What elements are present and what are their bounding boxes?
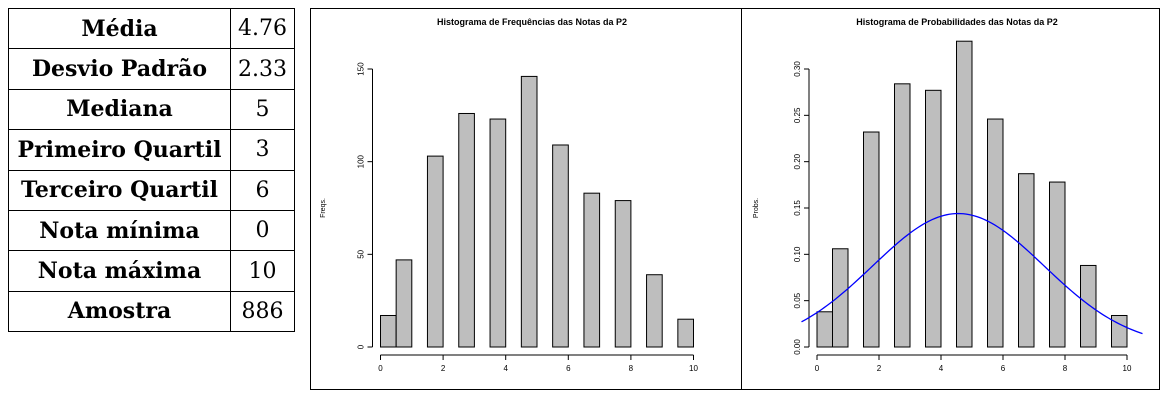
histogram-bar <box>1080 264 1097 348</box>
x-tick-label: 0 <box>378 364 383 373</box>
y-tick-label: 0.10 <box>793 246 802 262</box>
x-tick-label: 10 <box>689 364 698 373</box>
probability-histogram: Histograma de Probabilidades das Notas d… <box>753 17 1143 373</box>
histogram-bar <box>863 131 880 348</box>
stats-row-value: 6 <box>230 169 295 211</box>
y-tick-label: 0.20 <box>793 153 802 169</box>
stats-row-value: 0 <box>230 209 295 252</box>
stats-row-value: 886 <box>230 290 295 333</box>
stats-row: Terceiro Quartil 6 <box>8 169 295 211</box>
stats-row-label: Nota mínima <box>8 209 231 252</box>
histogram-bar <box>816 311 833 348</box>
histogram-bar <box>677 318 695 348</box>
stats-row-value: 4.76 <box>230 7 295 50</box>
stats-row-label: Desvio Padrão <box>8 48 231 90</box>
stats-row: Primeiro Quartil 3 <box>8 129 295 171</box>
histogram-bar <box>395 259 413 348</box>
histogram-bar <box>987 118 1004 348</box>
stats-row: Amostra 886 <box>8 290 295 333</box>
chart-title: Histograma de Frequências das Notas da P… <box>437 17 627 27</box>
stats-row-label: Primeiro Quartil <box>8 129 231 171</box>
stats-row: Mediana 5 <box>8 88 295 131</box>
x-tick-label: 2 <box>877 364 882 373</box>
frequency-histogram: Histograma de Frequências das Notas da P… <box>320 17 698 373</box>
stats-row-label: Amostra <box>8 290 231 333</box>
histogram-bar <box>583 192 601 348</box>
stats-row-label: Mediana <box>8 88 231 131</box>
y-axis-label: Probs. <box>753 198 760 218</box>
x-tick-label: 0 <box>815 364 820 373</box>
histogram-bar <box>956 40 973 348</box>
histogram-bar <box>426 155 444 348</box>
x-tick-label: 8 <box>629 364 634 373</box>
x-tick-label: 4 <box>939 364 944 373</box>
stats-row-label: Média <box>8 7 231 50</box>
x-tick-label: 6 <box>566 364 571 373</box>
y-tick-label: 0.30 <box>793 61 802 77</box>
stats-row-label: Nota máxima <box>8 250 231 292</box>
histogram-bar <box>614 200 632 348</box>
histogram-bar <box>832 248 849 348</box>
y-tick-label: 0 <box>357 344 366 349</box>
histogram-bar <box>520 75 538 348</box>
y-tick-label: 0.25 <box>793 107 802 123</box>
y-tick-label: 100 <box>357 154 366 168</box>
histogram-bar <box>489 118 507 348</box>
histogram-bar <box>646 274 663 348</box>
stats-row: Nota máxima 10 <box>8 250 295 292</box>
x-tick-label: 6 <box>1001 364 1006 373</box>
y-tick-label: 50 <box>357 249 366 258</box>
stats-row: Nota mínima 0 <box>8 209 295 252</box>
summary-statistics-body: Média 4.76 Desvio Padrão 2.33 Mediana 5 Primei… <box>8 7 295 333</box>
histogram-bar <box>380 314 397 348</box>
y-tick-label: 150 <box>357 62 366 76</box>
stats-row-value: 2.33 <box>230 48 295 90</box>
probability-histogram-panel: Histograma de Probabilidades das Notas d… <box>741 8 1160 390</box>
x-tick-label: 4 <box>503 364 508 373</box>
y-tick-label: 0.15 <box>793 200 802 216</box>
stats-row-value: 10 <box>230 250 295 292</box>
summary-statistics-table: Média 4.76 Desvio Padrão 2.33 Mediana 5 Primei… <box>8 7 295 333</box>
stats-row-value: 3 <box>230 129 295 171</box>
chart-title: Histograma de Probabilidades das Notas d… <box>856 17 1058 27</box>
y-tick-label: 0.05 <box>793 292 802 308</box>
stats-row-value: 5 <box>230 88 295 131</box>
histogram-bar <box>1049 181 1066 348</box>
y-tick-label: 0.00 <box>793 339 802 355</box>
x-tick-label: 8 <box>1063 364 1068 373</box>
histogram-bar <box>1111 314 1128 348</box>
stats-row: Desvio Padrão 2.33 <box>8 48 295 90</box>
stats-row: Média 4.76 <box>8 7 295 50</box>
histogram-bar <box>894 83 911 348</box>
frequency-histogram-panel: Histograma de Frequências das Notas da P… <box>310 8 742 390</box>
y-axis-label: Freqs. <box>320 198 327 218</box>
stats-row-label: Terceiro Quartil <box>8 169 231 211</box>
histogram-bar <box>552 144 569 348</box>
histogram-bar <box>458 112 475 348</box>
normal-density-curve <box>801 212 1143 335</box>
x-tick-label: 2 <box>441 364 446 373</box>
histogram-bar <box>1018 173 1035 348</box>
x-tick-label: 10 <box>1123 364 1132 373</box>
